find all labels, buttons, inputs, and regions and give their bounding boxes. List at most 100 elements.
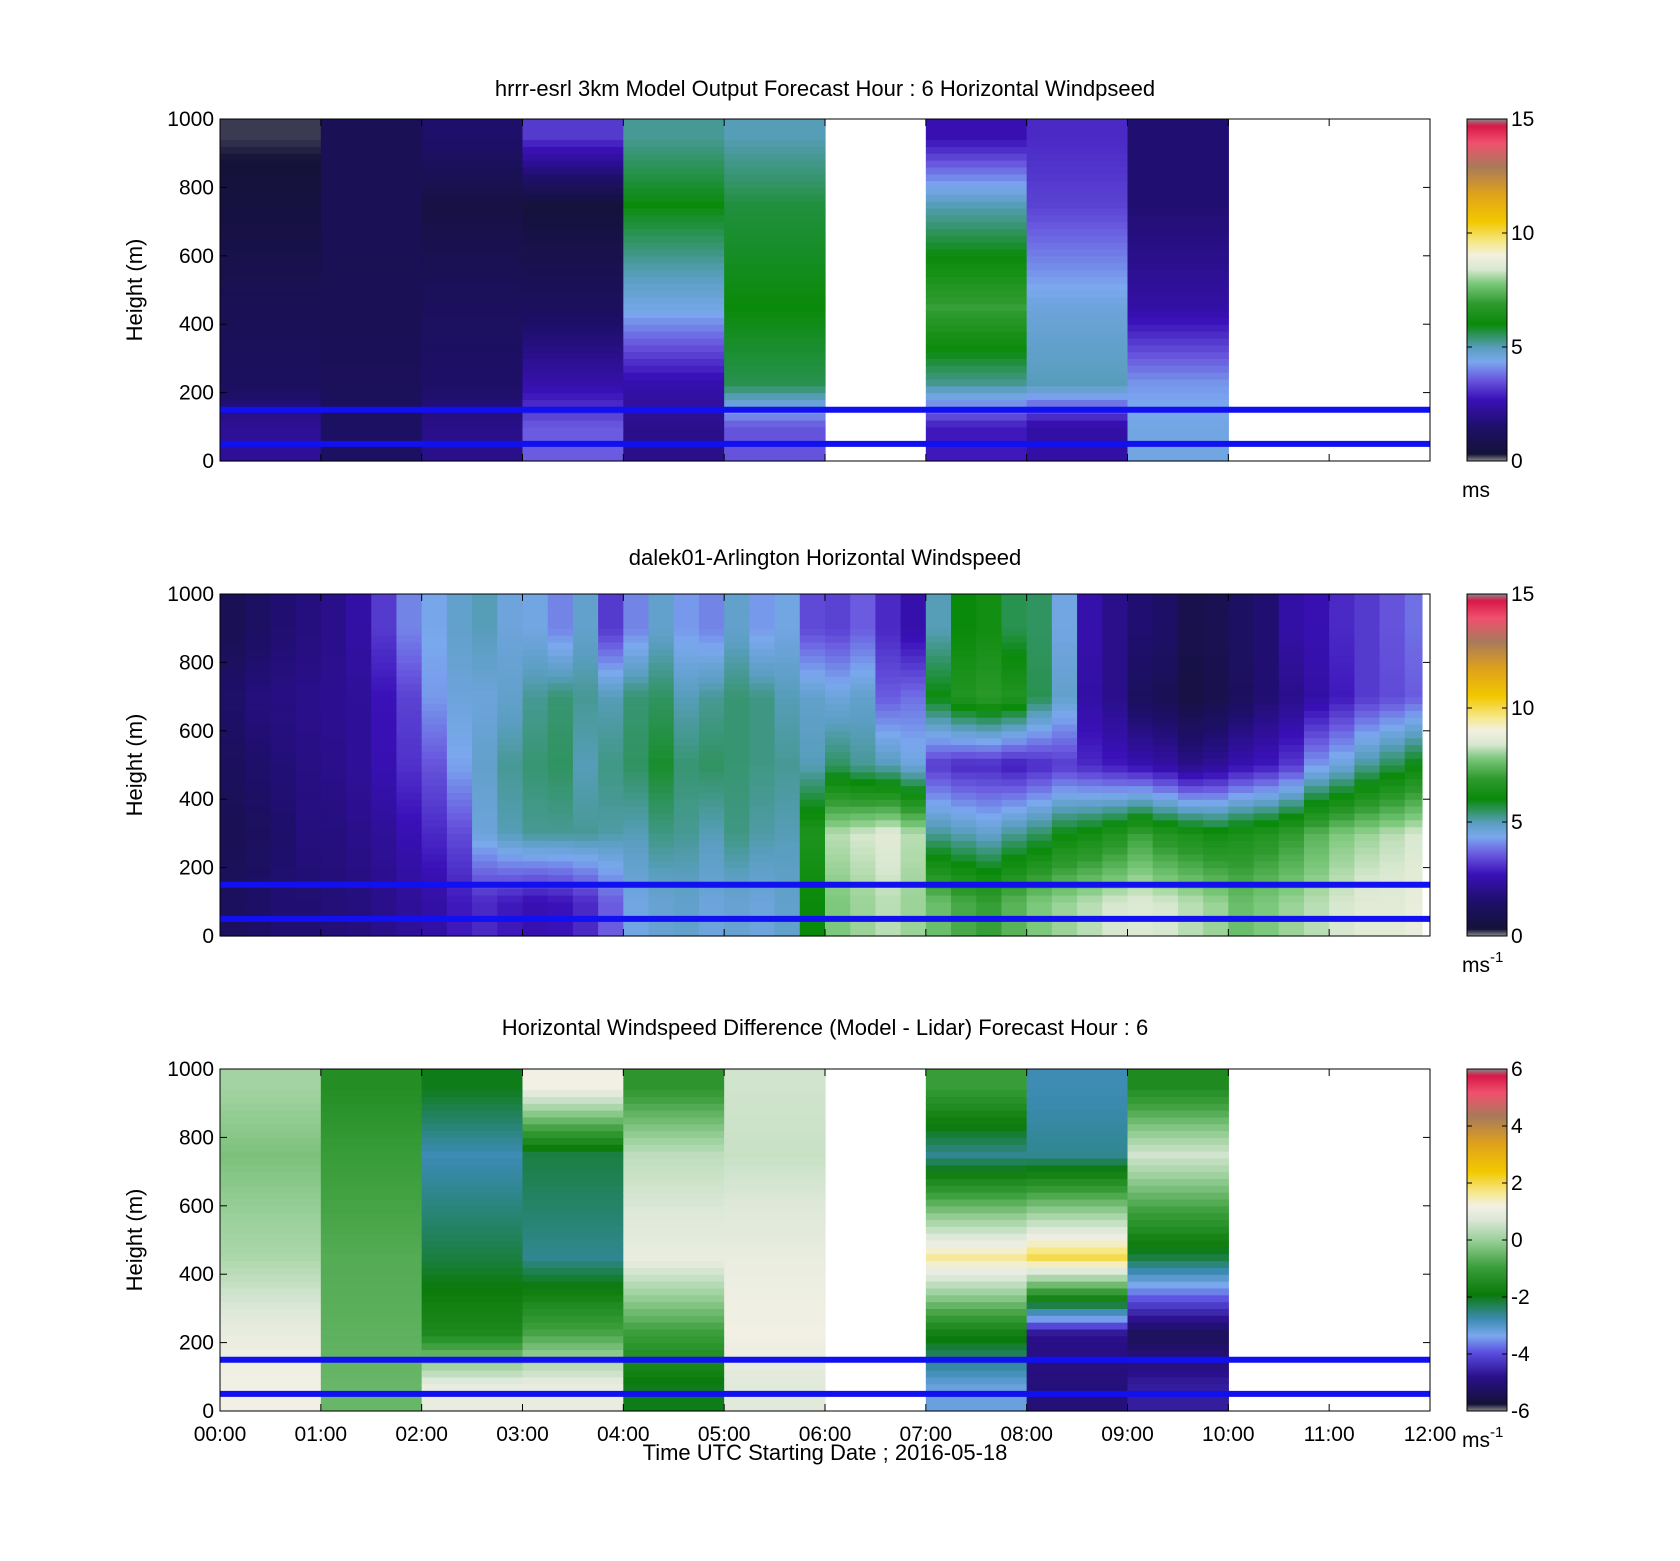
heatmap-cell bbox=[1127, 242, 1229, 250]
heatmap-cell bbox=[220, 771, 246, 780]
heatmap-cell bbox=[320, 812, 347, 821]
heatmap-cell bbox=[1026, 324, 1129, 332]
heatmap-cell bbox=[245, 614, 272, 622]
heatmap-cell bbox=[396, 669, 423, 677]
heatmap-cell bbox=[925, 392, 1028, 401]
heatmap-cell bbox=[421, 621, 448, 629]
heatmap-cell bbox=[1026, 758, 1053, 766]
heatmap-cell bbox=[1026, 1137, 1129, 1145]
heatmap-cell bbox=[1026, 433, 1129, 442]
heatmap-cell bbox=[1379, 819, 1406, 828]
heatmap-cell bbox=[320, 214, 423, 223]
heatmap-cell bbox=[1329, 929, 1355, 937]
heatmap-cell bbox=[522, 1089, 624, 1097]
heatmap-cell bbox=[1228, 751, 1255, 759]
heatmap-cell bbox=[320, 1096, 423, 1104]
heatmap-cell bbox=[1077, 696, 1103, 705]
heatmap-cell bbox=[1127, 1096, 1229, 1104]
heatmap-cell bbox=[220, 888, 246, 896]
heatmap-cell bbox=[1404, 874, 1423, 882]
heatmap-cell bbox=[421, 806, 448, 814]
heatmap-cell bbox=[421, 710, 448, 718]
heatmap-cell bbox=[421, 874, 448, 882]
heatmap-cell bbox=[371, 758, 398, 766]
heatmap-cell bbox=[623, 1212, 725, 1221]
heatmap-cell bbox=[421, 378, 524, 387]
heatmap-cell bbox=[749, 922, 776, 930]
heatmap-cell bbox=[245, 785, 272, 793]
heatmap-cell bbox=[220, 296, 322, 305]
heatmap-cell bbox=[1102, 689, 1129, 698]
heatmap-cell bbox=[976, 867, 1003, 876]
heatmap-cell bbox=[446, 723, 473, 732]
heatmap-cell bbox=[951, 710, 977, 718]
heatmap-cell bbox=[1379, 607, 1406, 616]
heatmap-cell bbox=[875, 812, 902, 821]
heatmap-cell bbox=[623, 125, 725, 134]
heatmap-cell bbox=[245, 662, 272, 670]
heatmap-cell bbox=[976, 929, 1003, 937]
heatmap-cell bbox=[925, 419, 1028, 428]
heatmap-cell bbox=[1001, 648, 1028, 657]
heatmap-cell bbox=[1177, 717, 1204, 725]
heatmap-cell bbox=[522, 262, 624, 271]
heatmap-cell bbox=[648, 812, 675, 821]
heatmap-cell bbox=[900, 689, 927, 698]
heatmap-cell bbox=[1127, 1301, 1229, 1309]
heatmap-cell bbox=[623, 166, 725, 175]
heatmap-cell bbox=[724, 1342, 826, 1351]
heatmap-cell bbox=[1253, 799, 1280, 807]
heatmap-cell bbox=[220, 447, 322, 455]
heatmap-cell bbox=[1253, 696, 1280, 705]
heatmap-cell bbox=[1077, 628, 1103, 636]
heatmap-cell bbox=[1177, 635, 1204, 643]
heatmap-cell bbox=[522, 160, 624, 168]
heatmap-cell bbox=[421, 799, 448, 807]
heatmap-cell bbox=[1026, 799, 1053, 807]
heatmap-cell bbox=[825, 607, 851, 616]
heatmap-cell bbox=[1051, 840, 1078, 848]
heatmap-cell bbox=[1203, 710, 1229, 718]
heatmap-cell bbox=[1177, 737, 1204, 746]
heatmap-cell bbox=[1001, 922, 1028, 930]
heatmap-cell bbox=[875, 819, 902, 828]
heatmap-cell bbox=[446, 874, 473, 882]
heatmap-cell bbox=[875, 771, 902, 780]
heatmap-cell bbox=[1127, 399, 1229, 407]
heatmap-cell bbox=[1127, 922, 1154, 930]
heatmap-cell bbox=[320, 1369, 423, 1378]
heatmap-cell bbox=[774, 723, 801, 732]
heatmap-cell bbox=[320, 221, 423, 230]
heatmap-cell bbox=[1354, 874, 1381, 882]
heatmap-cell bbox=[522, 283, 624, 291]
heatmap-cell bbox=[421, 1349, 524, 1357]
heatmap-cell bbox=[547, 853, 574, 862]
heatmap-cell bbox=[421, 635, 448, 643]
heatmap-cell bbox=[1354, 840, 1381, 848]
heatmap-cell bbox=[220, 221, 322, 230]
heatmap-cell bbox=[698, 594, 725, 602]
heatmap-cell bbox=[698, 758, 725, 766]
heatmap-cell bbox=[220, 317, 322, 325]
heatmap-cell bbox=[421, 385, 524, 394]
heatmap-cell bbox=[572, 723, 599, 732]
heatmap-cell bbox=[1127, 778, 1154, 787]
heatmap-cell bbox=[1404, 901, 1423, 910]
heatmap-cell bbox=[1026, 840, 1053, 848]
heatmap-cell bbox=[1303, 676, 1330, 684]
heatmap-cell bbox=[1278, 758, 1305, 766]
heatmap-cell bbox=[1026, 621, 1053, 629]
heatmap-cell bbox=[522, 785, 549, 793]
heatmap-cell bbox=[547, 908, 574, 917]
heatmap-cell bbox=[1026, 269, 1129, 277]
heatmap-cell bbox=[547, 758, 574, 766]
heatmap-cell bbox=[673, 641, 700, 650]
heatmap-cell bbox=[220, 594, 246, 602]
heatmap-cell bbox=[1379, 833, 1406, 841]
heatmap-cell bbox=[951, 888, 977, 896]
heatmap-cell bbox=[1228, 730, 1255, 739]
heatmap-cell bbox=[572, 785, 599, 793]
heatmap-cell bbox=[1253, 669, 1280, 677]
heatmap-cell bbox=[925, 1178, 1028, 1186]
heatmap-cell bbox=[547, 621, 574, 629]
